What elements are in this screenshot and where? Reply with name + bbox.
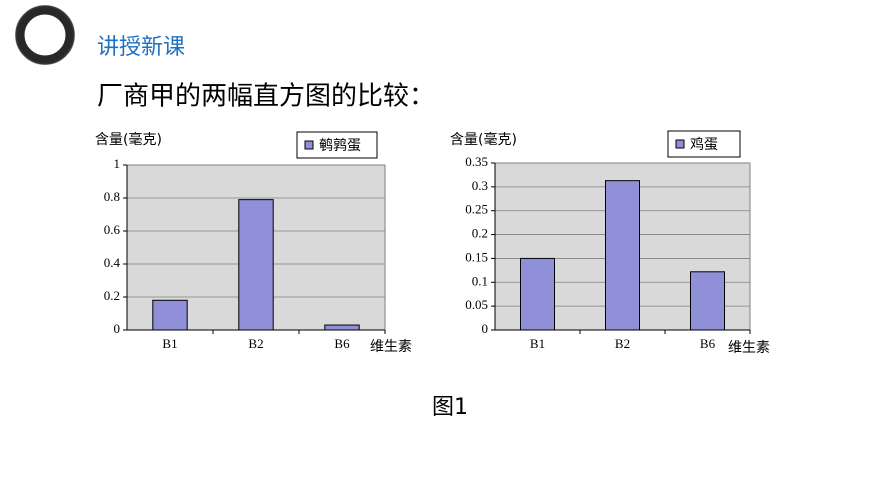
y-tick-label: 1 [114,156,121,171]
y-tick-label: 0.4 [104,255,121,270]
bar [690,271,725,331]
y-tick-label: 0.15 [465,249,488,264]
x-tick-label: B6 [700,336,716,351]
bar [520,257,555,331]
bar [324,324,360,331]
y-axis-label: 含量(毫克) [95,131,162,148]
y-tick-label: 0.05 [465,297,488,312]
y-tick-label: 0.6 [104,222,121,237]
heading: 厂商甲的两幅直方图的比较： [97,82,435,112]
y-tick-label: 0.2 [472,226,488,241]
bar [605,180,640,331]
section-title: 讲授新课 [97,35,185,60]
legend-swatch [304,140,314,150]
y-tick-label: 0.2 [104,288,120,303]
x-tick-label: B6 [334,336,350,351]
x-axis-label: 维生素 [728,340,770,356]
y-tick-label: 0 [114,321,121,336]
caption: 图1 [432,395,468,420]
y-tick-label: 0.8 [104,189,120,204]
y-tick-label: 0.35 [465,154,488,169]
y-tick-label: 0.1 [472,273,488,288]
x-tick-label: B2 [248,336,263,351]
legend-swatch [675,139,685,149]
legend-label: 鹌鹑蛋 [319,137,361,154]
y-tick-label: 0.25 [465,202,488,217]
bar [238,199,274,331]
legend-label: 鸡蛋 [690,136,718,153]
x-tick-label: B1 [530,336,545,351]
y-axis-label: 含量(毫克) [450,131,517,148]
x-tick-label: B2 [615,336,630,351]
x-tick-label: B1 [162,336,177,351]
bar [152,299,188,331]
logo [15,5,75,65]
y-tick-label: 0 [482,321,489,336]
x-axis-label: 维生素 [370,339,412,355]
y-tick-label: 0.3 [472,178,488,193]
